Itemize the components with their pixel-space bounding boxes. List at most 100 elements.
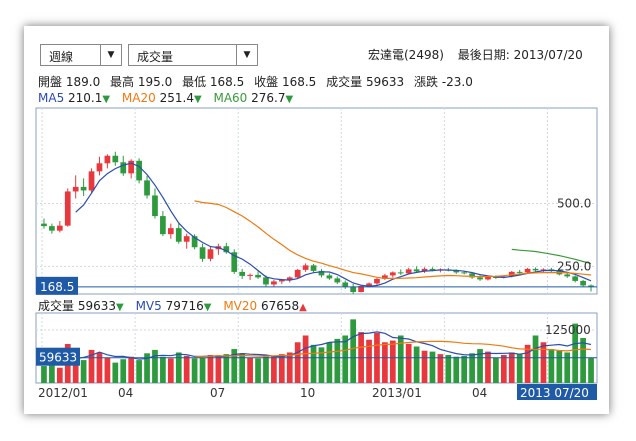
x-tick-label: 10 — [300, 386, 315, 400]
volume-tick-label: 125000 — [545, 323, 591, 337]
volume-bar — [104, 357, 111, 383]
candle-body — [532, 268, 539, 271]
ma20-line — [194, 200, 592, 279]
candle-body — [191, 236, 198, 248]
volume-value: 59633 — [365, 75, 405, 89]
volume-bar — [175, 352, 182, 383]
candle-body — [49, 226, 55, 231]
candle-body — [41, 223, 47, 227]
volume-bar — [524, 344, 531, 383]
candle-body — [152, 195, 158, 217]
candle-body — [199, 247, 206, 259]
down-arrow-icon: ▼ — [285, 94, 294, 105]
candle-body — [175, 228, 182, 242]
candle-body — [88, 171, 95, 191]
candle-body — [485, 276, 491, 280]
volume-label: 成交量 — [326, 75, 363, 89]
volume-bar — [136, 360, 142, 383]
volume-bar — [56, 367, 63, 383]
high-value: 195.0 — [137, 75, 173, 89]
price-tick-label: 250.0 — [557, 259, 591, 273]
candle-body — [358, 285, 364, 292]
volume-bar — [215, 356, 222, 383]
volume-bar — [500, 355, 507, 383]
down-arrow-icon: ▼ — [203, 302, 212, 313]
candle-body — [136, 160, 142, 181]
candle-body — [286, 277, 293, 280]
candle-body — [461, 272, 468, 274]
volume-bar — [389, 340, 396, 383]
volume-bar — [231, 349, 238, 383]
open-value: 189.0 — [65, 75, 101, 89]
candle-body — [112, 155, 119, 163]
volume-bar — [88, 349, 95, 383]
candle-body — [64, 191, 71, 226]
volume-bar — [128, 356, 135, 383]
change-label: 漲跌 — [413, 75, 438, 89]
volume-bar — [72, 354, 79, 383]
volume-bar — [437, 354, 444, 383]
date-tag — [517, 384, 597, 400]
price-panel-frame — [35, 107, 598, 295]
down-arrow-icon: ▼ — [193, 94, 202, 105]
candle-body — [56, 225, 63, 231]
ma5-value: 210.1 — [68, 91, 103, 105]
volume-bar — [247, 357, 253, 383]
ma20-value: 251.4 — [159, 91, 194, 105]
volume-bar — [382, 342, 388, 383]
candle-body — [271, 281, 277, 285]
volume-bar — [310, 344, 317, 383]
date-tag-label: 2013 07/20 — [520, 386, 589, 400]
candle-body — [104, 155, 111, 164]
candle-body — [397, 272, 404, 274]
up-arrow-icon: ▲ — [299, 302, 307, 313]
candle-body — [223, 246, 230, 253]
candle-body — [278, 279, 285, 282]
candle-body — [120, 162, 127, 174]
x-tick-label: 04 — [118, 386, 133, 400]
ma60-label: MA60 — [213, 91, 248, 105]
candle-body — [572, 276, 579, 281]
candle-body — [207, 249, 214, 259]
volume-bar — [485, 351, 491, 383]
volume-bar — [294, 342, 301, 383]
volume-bar — [532, 335, 539, 383]
candle-body — [580, 280, 586, 286]
candle-body — [389, 272, 396, 276]
x-tick-label: 2012/01 — [38, 386, 88, 400]
volume-bar — [429, 351, 436, 383]
candle-body — [350, 286, 357, 292]
candle-body — [302, 265, 309, 270]
candle-body — [374, 278, 380, 284]
volume-bar — [191, 358, 198, 383]
candle-body — [318, 270, 325, 276]
candle-body — [524, 268, 531, 273]
volume-bar — [49, 360, 55, 383]
volume-bar — [588, 357, 594, 383]
down-arrow-icon: ▼ — [116, 302, 124, 313]
candle-body — [453, 270, 460, 273]
volume-bar — [397, 335, 404, 383]
volume-bar — [413, 346, 420, 383]
indicator-select-value: 成交量 — [137, 50, 174, 64]
volume-bar — [477, 349, 483, 383]
volume-bar — [580, 338, 586, 383]
quote-row: 開盤 189.0 最高 195.0 最低 168.5 收盤 168.5 成交量 … — [38, 73, 473, 90]
volume-bar — [461, 355, 468, 383]
chevron-down-icon[interactable]: ▼ — [100, 45, 121, 65]
volume-bar — [286, 352, 293, 383]
volume-bar — [516, 354, 523, 383]
last-date: 2013/07/20 — [513, 48, 583, 62]
volume-bar — [548, 349, 555, 383]
period-select[interactable]: 週線 ▼ — [40, 44, 122, 66]
candle-body — [516, 271, 523, 273]
chevron-down-icon[interactable]: ▼ — [236, 45, 257, 65]
candle-body — [477, 277, 483, 280]
candle-body — [564, 274, 571, 277]
indicator-select[interactable]: 成交量 ▼ — [128, 44, 258, 66]
candle-body — [167, 228, 174, 235]
volume-bar — [271, 355, 277, 383]
volume-bar — [334, 338, 341, 383]
candle-body — [540, 269, 547, 271]
